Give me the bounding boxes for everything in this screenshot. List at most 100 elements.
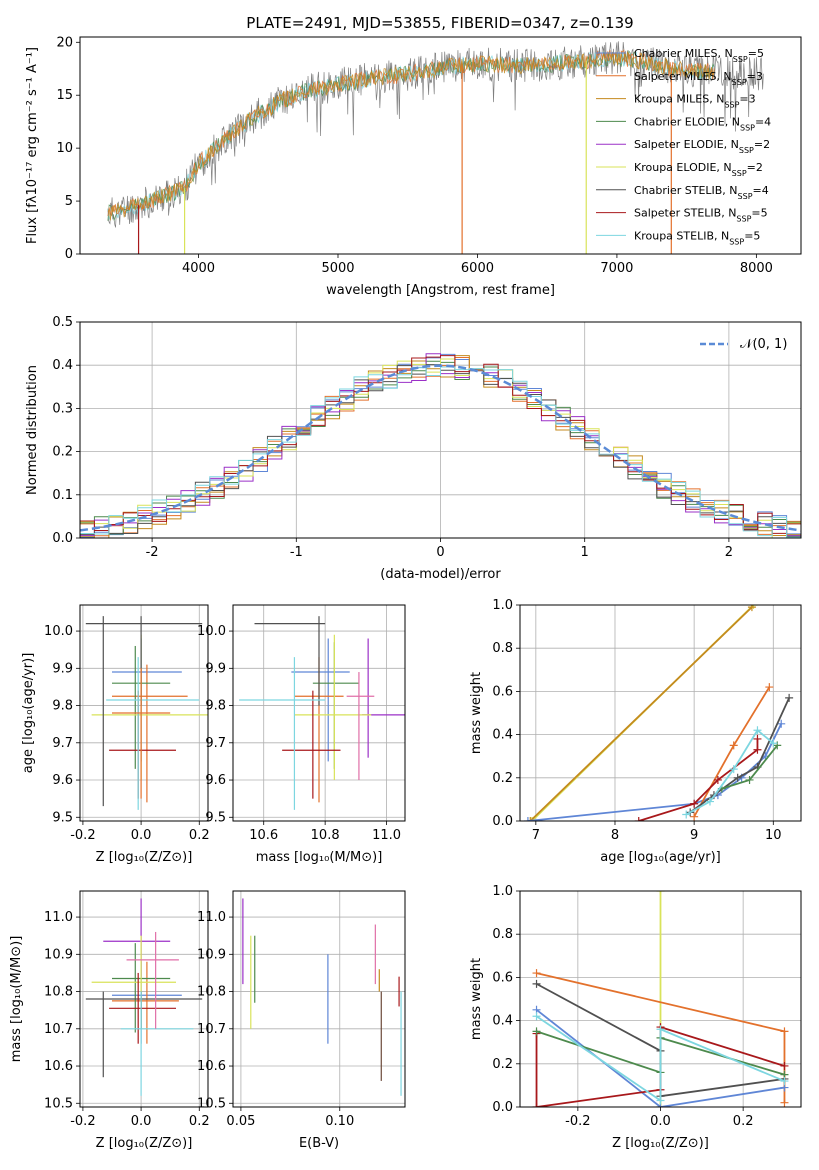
axes-frame xyxy=(232,890,406,1108)
y-tick-label: 10.5 xyxy=(44,1096,73,1111)
chart-title: PLATE=2491, MJD=53855, FIBERID=0347, z=0… xyxy=(246,14,633,32)
x-tick-label: -2 xyxy=(146,545,159,560)
sfh-marker xyxy=(745,775,754,784)
sfh-marker xyxy=(780,1061,789,1070)
y-tick-label: 9.6 xyxy=(52,773,73,788)
legend-entry: Kroupa ELODIE, NSSP=2 xyxy=(634,161,763,178)
x-tick-label: 0.05 xyxy=(226,1114,255,1129)
y-tick-label: 0.6 xyxy=(492,970,513,985)
axes-frame xyxy=(519,890,802,1108)
histograms xyxy=(80,353,801,538)
y-tick-label: 0.5 xyxy=(52,315,73,330)
sfh-marker xyxy=(733,773,742,782)
x-axis-label: (data-model)/error xyxy=(380,567,501,582)
model-spectrum xyxy=(107,51,715,221)
y-tick-label: 0.8 xyxy=(492,641,513,656)
errorbars xyxy=(239,616,405,810)
x-axis-label: E(B-V) xyxy=(299,1136,339,1151)
legend-entry: Kroupa STELIB, NSSP=5 xyxy=(634,229,760,246)
sfh-marker xyxy=(729,765,738,774)
legend-entry: Chabrier STELIB, NSSP=4 xyxy=(634,184,769,201)
y-tick-label: 10.7 xyxy=(44,1022,73,1037)
x-tick-label: 8 xyxy=(611,828,619,843)
y-axis-label: age [log₁₀(age/yr)] xyxy=(21,653,36,774)
y-axis-label: mass [log₁₀(M/M⊙)] xyxy=(9,936,24,1063)
axes-frame xyxy=(232,604,406,822)
y-tick-label: 0.6 xyxy=(492,684,513,699)
y-tick-label: 10 xyxy=(56,141,73,156)
x-tick-label: 10.8 xyxy=(311,828,340,843)
x-tick-label: 10.6 xyxy=(249,828,278,843)
sfh-series xyxy=(529,606,753,821)
x-tick-label: 0.0 xyxy=(131,1114,152,1129)
y-tick-label: 0.4 xyxy=(52,358,73,373)
x-axis-label: Z [log₁₀(Z/Z⊙)] xyxy=(612,1136,709,1151)
sfh-marker xyxy=(532,969,541,978)
y-tick-label: 10.8 xyxy=(44,985,73,1000)
legend-entry: Kroupa MILES, NSSP=3 xyxy=(634,93,756,110)
sfh-marker xyxy=(753,726,762,735)
x-tick-label: 5000 xyxy=(321,261,354,276)
y-tick-label: 0.1 xyxy=(52,488,73,503)
y-tick-label: 0.2 xyxy=(492,1057,513,1072)
y-tick-label: 0.0 xyxy=(492,1100,513,1115)
y-tick-label: 0.8 xyxy=(492,927,513,942)
sfh-marker xyxy=(526,817,535,821)
x-axis-label: Z [log₁₀(Z/Z⊙)] xyxy=(96,1136,193,1151)
y-tick-label: 20 xyxy=(56,35,73,50)
x-tick-label: 11.0 xyxy=(372,828,401,843)
y-tick-label: 9.7 xyxy=(52,736,73,751)
x-tick-label: 0 xyxy=(436,545,444,560)
x-tick-label: -0.2 xyxy=(70,828,95,843)
x-tick-label: 4000 xyxy=(182,261,215,276)
x-tick-label: 0.2 xyxy=(189,1114,210,1129)
legend-entry: 𝒩(0, 1) xyxy=(740,337,787,352)
sfh-marker xyxy=(713,775,722,784)
legend-entry: Chabrier MILES, NSSP=5 xyxy=(634,47,764,64)
x-tick-label: 1 xyxy=(581,545,589,560)
y-tick-label: 1.0 xyxy=(492,884,513,899)
x-axis-label: wavelength [Angstrom, rest frame] xyxy=(326,283,555,298)
sfh-lines xyxy=(523,605,794,821)
sfh-marker xyxy=(690,799,699,808)
y-tick-label: 10.5 xyxy=(197,1096,226,1111)
sfh-marker xyxy=(532,1027,541,1036)
sfh-marker xyxy=(785,693,794,702)
y-tick-label: 0.4 xyxy=(492,1014,513,1029)
sfh-marker xyxy=(753,745,762,754)
sfh-series xyxy=(535,1009,785,1107)
axes-frame xyxy=(79,890,209,1108)
legend-entry: Salpeter ELODIE, NSSP=2 xyxy=(634,138,770,155)
sfh-marker xyxy=(532,1012,541,1021)
x-tick-label: -1 xyxy=(290,545,303,560)
axes-frame xyxy=(79,321,802,539)
sfh-marker xyxy=(682,810,691,819)
legend-entry: Salpeter STELIB, NSSP=5 xyxy=(634,207,768,224)
y-axis-label: mass weight xyxy=(469,958,484,1040)
x-axis-label: mass [log₁₀(M/M⊙)] xyxy=(256,850,383,865)
x-tick-label: 8000 xyxy=(740,261,773,276)
x-tick-label: 7000 xyxy=(600,261,633,276)
errorbars xyxy=(85,616,208,810)
y-tick-label: 0.2 xyxy=(52,445,73,460)
sfh-marker xyxy=(523,817,532,821)
sfh-marker xyxy=(769,739,778,748)
sfh-marker xyxy=(780,1077,789,1086)
y-tick-label: 5 xyxy=(65,194,73,209)
y-tick-label: 10.9 xyxy=(197,947,226,962)
x-axis-label: age [log₁₀(age/yr)] xyxy=(600,850,721,865)
sfh-marker xyxy=(753,734,762,743)
histogram-series xyxy=(80,366,801,538)
y-tick-label: 9.8 xyxy=(205,699,226,714)
y-tick-label: 11.0 xyxy=(197,910,226,925)
sfh-marker xyxy=(656,1096,665,1105)
y-tick-label: 10.6 xyxy=(197,1059,226,1074)
sfh-marker xyxy=(780,1027,789,1036)
y-tick-label: 11.0 xyxy=(44,910,73,925)
y-tick-label: 9.7 xyxy=(205,736,226,751)
gaussian-curve xyxy=(80,364,801,532)
y-tick-label: 9.6 xyxy=(205,773,226,788)
y-tick-label: 10.6 xyxy=(44,1059,73,1074)
x-tick-label: -0.2 xyxy=(565,1114,590,1129)
y-axis-label: Flux [fλ10⁻¹⁷ erg cm⁻² s⁻¹ A⁻¹] xyxy=(25,47,40,244)
